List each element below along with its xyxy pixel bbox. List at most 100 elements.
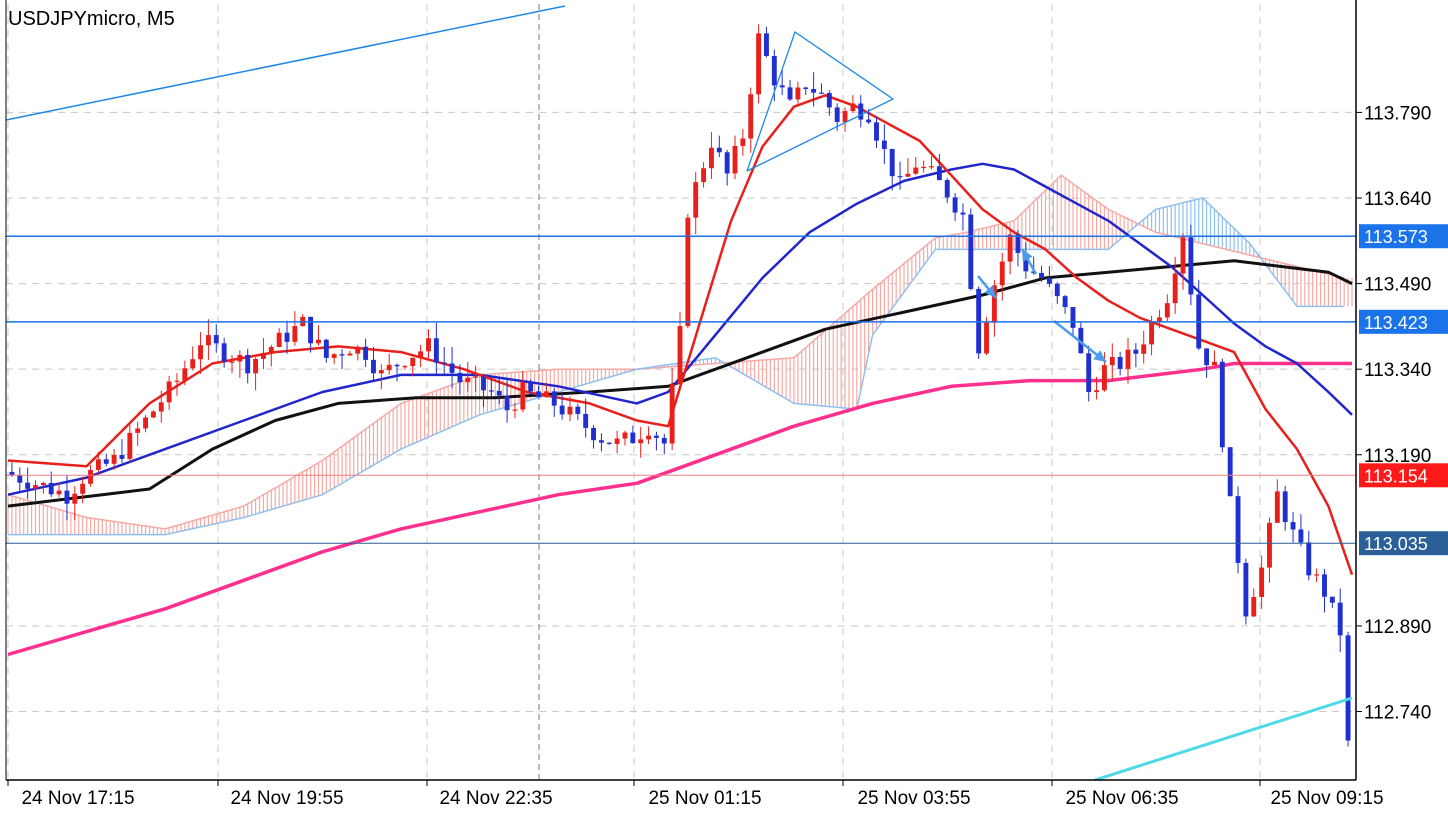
candle-body	[756, 33, 762, 95]
candle-body	[150, 411, 156, 418]
candle-body	[1149, 321, 1155, 345]
candle-body	[40, 483, 46, 486]
candle-body	[803, 87, 809, 90]
candle-body	[56, 490, 62, 495]
arrow-down-1-head	[984, 285, 996, 298]
senkou-span-b	[8, 197, 1345, 536]
candle-body	[850, 103, 856, 112]
candle-body	[347, 353, 353, 356]
candle-body	[1133, 349, 1139, 354]
candle-body	[1054, 283, 1060, 297]
candle-body	[787, 87, 793, 100]
trendline-upper	[5, 5, 566, 121]
line-sma-long	[7, 361, 1352, 657]
candle-body	[143, 417, 148, 429]
level-label: 113.423	[1364, 313, 1428, 333]
x-tick-label: 25 Nov 01:15	[648, 788, 761, 809]
y-tick-label: 112.890	[1364, 617, 1431, 638]
candle-body	[708, 147, 714, 169]
arrow-up-1-head	[1022, 249, 1033, 262]
candle-body	[316, 339, 321, 344]
y-tick-label: 113.190	[1364, 446, 1431, 467]
candle-body	[567, 406, 573, 415]
candle-body	[410, 357, 416, 367]
candle-body	[1023, 252, 1029, 272]
candle-body	[1329, 596, 1335, 603]
candle-body	[371, 359, 376, 374]
candle-body	[213, 335, 219, 344]
candle-body	[441, 362, 447, 364]
candle-body	[740, 138, 746, 146]
candle-body	[1227, 447, 1233, 497]
candle-body	[1078, 327, 1084, 354]
level-label-bg	[1359, 463, 1448, 488]
candle-body	[292, 326, 298, 342]
candle-body	[473, 376, 479, 378]
candle-body	[64, 490, 70, 504]
candle-body	[551, 391, 557, 406]
candle-body	[504, 395, 510, 411]
candle-body	[205, 335, 211, 346]
candle-body	[881, 140, 887, 149]
candle-body	[465, 377, 471, 383]
candle-body	[701, 168, 707, 183]
candle-body	[1204, 348, 1210, 366]
candle-body	[127, 432, 133, 459]
candle-body	[1094, 390, 1100, 393]
candle-body	[17, 474, 23, 483]
candle-body	[874, 122, 879, 141]
candle-body	[866, 119, 872, 123]
candle-body	[111, 455, 117, 464]
x-tick-label: 24 Nov 19:55	[230, 788, 343, 809]
candle-body	[1314, 574, 1320, 576]
candle-body	[936, 166, 942, 181]
candle-body	[1141, 344, 1147, 354]
x-tick-label: 24 Nov 22:35	[439, 788, 552, 809]
candle-body	[449, 363, 455, 373]
candle-body	[229, 361, 235, 363]
candle-body	[1267, 522, 1272, 568]
candle-body	[897, 176, 903, 178]
candle-body	[1188, 237, 1194, 295]
candle-body	[905, 173, 911, 177]
candle-body	[661, 437, 667, 444]
candle-body	[182, 368, 188, 381]
candle-body	[921, 166, 927, 169]
candle-body	[481, 376, 486, 391]
candle-body	[669, 384, 675, 444]
candle-body	[1101, 365, 1107, 391]
candle-body	[260, 352, 266, 359]
candle-body	[1243, 562, 1249, 617]
candle-body	[858, 103, 864, 120]
candle-body	[198, 345, 204, 360]
candle-body	[811, 89, 817, 93]
candle-body	[748, 94, 754, 139]
candle-body	[25, 482, 31, 489]
candle-body	[1046, 277, 1052, 284]
candle-body	[1345, 635, 1351, 741]
candle-body	[968, 214, 974, 289]
level-label-bg	[1359, 531, 1448, 556]
candle-body	[1290, 522, 1296, 530]
candle-body	[1212, 361, 1217, 366]
candle-body	[363, 346, 369, 360]
y-tick-label: 113.340	[1364, 360, 1431, 381]
candle-body	[95, 459, 101, 470]
candle-body	[606, 442, 612, 444]
candle-body	[276, 332, 282, 347]
candle-body	[402, 366, 408, 368]
candle-body	[536, 391, 541, 398]
candle-body	[433, 338, 439, 363]
candle-body	[991, 285, 997, 323]
candle-body	[135, 428, 141, 433]
candle-body	[1070, 306, 1076, 328]
candle-body	[520, 382, 526, 410]
candle-body	[80, 483, 86, 494]
line-ema-mid	[7, 162, 1353, 496]
candle-body	[999, 261, 1005, 286]
candle-body	[378, 370, 384, 374]
candle-body	[1156, 317, 1162, 322]
candle-body	[724, 152, 730, 174]
